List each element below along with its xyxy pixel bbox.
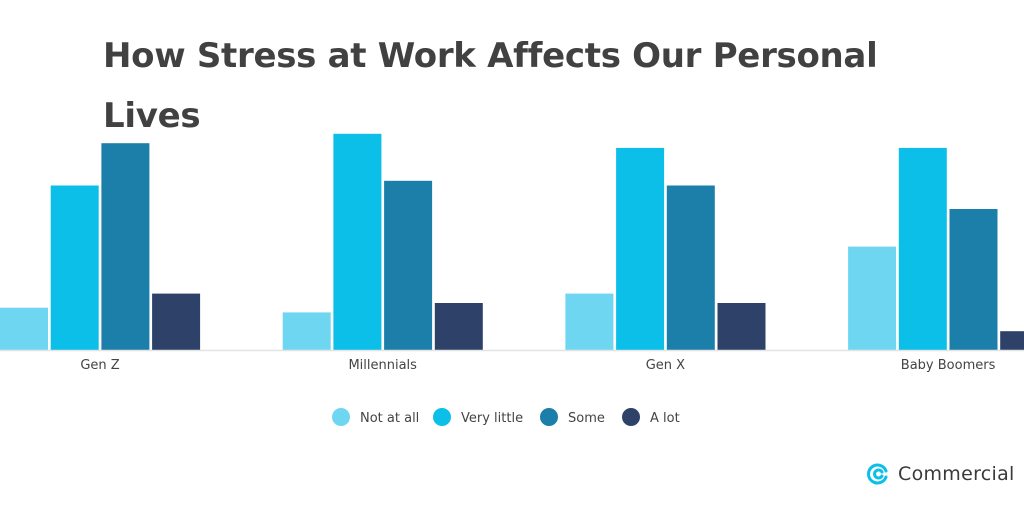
bar-gen-z-not-at-all bbox=[0, 307, 48, 350]
category-label: Gen Z bbox=[80, 358, 119, 373]
legend-item: A lot bbox=[622, 408, 680, 426]
legend-label: Not at all bbox=[360, 411, 419, 426]
legend-label: A lot bbox=[650, 411, 680, 426]
legend-swatch bbox=[332, 408, 350, 426]
bar-baby-boomers-a-lot bbox=[1000, 331, 1024, 350]
bar-gen-z-very-little bbox=[50, 185, 99, 350]
bar-gen-x-a-lot bbox=[717, 303, 766, 350]
category-label: Baby Boomers bbox=[901, 358, 996, 373]
legend: Not at all Very little Some A lot bbox=[332, 408, 680, 426]
legend-item: Very little bbox=[433, 408, 523, 426]
logo-icon bbox=[867, 463, 888, 485]
bar-baby-boomers-very-little bbox=[898, 147, 947, 350]
bar-gen-z-a-lot bbox=[152, 293, 201, 350]
bar-millennials-a-lot bbox=[434, 303, 483, 350]
legend-swatch bbox=[433, 408, 451, 426]
bars-group bbox=[0, 133, 1024, 350]
bar-baby-boomers-not-at-all bbox=[848, 246, 897, 350]
chart-title: How Stress at Work Affects Our Personal … bbox=[103, 36, 878, 136]
category-label: Gen X bbox=[646, 358, 685, 373]
bar-gen-x-not-at-all bbox=[565, 293, 614, 350]
legend-swatch bbox=[622, 408, 640, 426]
legend-item: Some bbox=[540, 408, 605, 426]
legend-item: Not at all bbox=[332, 408, 419, 426]
bar-millennials-some bbox=[384, 180, 433, 350]
bar-gen-x-very-little bbox=[616, 147, 665, 350]
commercial-logo: Commercial bbox=[866, 462, 1015, 486]
category-labels: Gen Z Millennials Gen X Baby Boomers bbox=[80, 358, 995, 373]
bar-baby-boomers-some bbox=[949, 209, 998, 350]
bar-gen-z-some bbox=[101, 143, 150, 350]
legend-swatch bbox=[540, 408, 558, 426]
legend-label: Some bbox=[568, 411, 605, 426]
legend-label: Very little bbox=[461, 411, 523, 426]
category-label: Millennials bbox=[348, 358, 417, 373]
bar-gen-x-some bbox=[666, 185, 715, 350]
bar-millennials-not-at-all bbox=[282, 312, 331, 350]
logo-text: Commercial bbox=[898, 463, 1015, 485]
bar-millennials-very-little bbox=[333, 133, 382, 350]
